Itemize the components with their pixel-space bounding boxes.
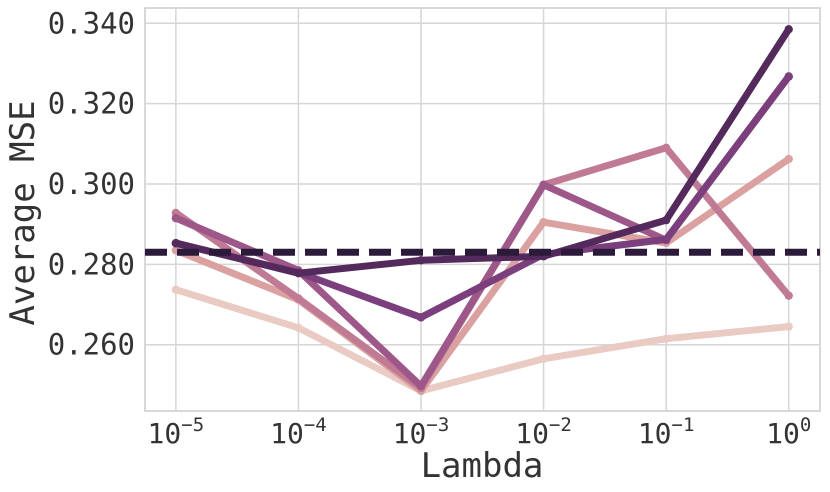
data-point — [294, 294, 303, 303]
data-point — [171, 213, 181, 223]
data-point — [171, 238, 181, 248]
data-point — [661, 235, 671, 244]
data-point — [416, 313, 426, 322]
series-1 — [171, 285, 793, 396]
y-tick-label: 0.260 — [48, 328, 135, 362]
plot-area — [144, 7, 821, 412]
x-tick-label: 10−3 — [393, 414, 450, 450]
y-tick-label: 0.300 — [48, 167, 135, 201]
y-tick-label: 0.280 — [48, 247, 135, 281]
data-point — [661, 334, 671, 343]
x-tick-label: 10−1 — [638, 414, 695, 450]
series-line — [172, 155, 793, 395]
x-tick-label: 10−2 — [515, 414, 572, 450]
data-point — [539, 354, 548, 363]
data-point — [416, 256, 426, 265]
data-point — [539, 180, 548, 189]
x-tick-label: 100 — [766, 414, 811, 450]
series-line — [172, 25, 793, 277]
data-point — [171, 285, 181, 294]
x-tick-label: 10−4 — [270, 414, 327, 450]
y-tick-labels: 0.260 0.280 0.300 0.320 0.340 — [48, 6, 135, 361]
data-point — [784, 72, 793, 81]
data-point — [416, 381, 426, 391]
x-axis-label: Lambda — [421, 446, 544, 486]
y-axis-label: Average MSE — [3, 100, 43, 325]
data-point — [661, 143, 671, 153]
data-point — [784, 291, 793, 300]
data-point — [661, 215, 671, 225]
y-tick-label: 0.320 — [48, 87, 135, 121]
y-tick-label: 0.340 — [48, 6, 135, 40]
x-tick-label: 10−5 — [148, 414, 205, 450]
x-tick-labels: 10−5 10−4 10−3 10−2 10−1 100 — [148, 414, 812, 450]
data-point — [294, 268, 303, 278]
data-point — [294, 323, 303, 333]
grid-lines — [145, 8, 820, 411]
series-lines — [171, 25, 793, 396]
series-line — [172, 286, 793, 395]
plot-frame — [144, 7, 821, 412]
data-point — [784, 322, 793, 331]
data-point — [784, 154, 793, 164]
data-point — [784, 25, 793, 34]
data-point — [539, 217, 548, 227]
